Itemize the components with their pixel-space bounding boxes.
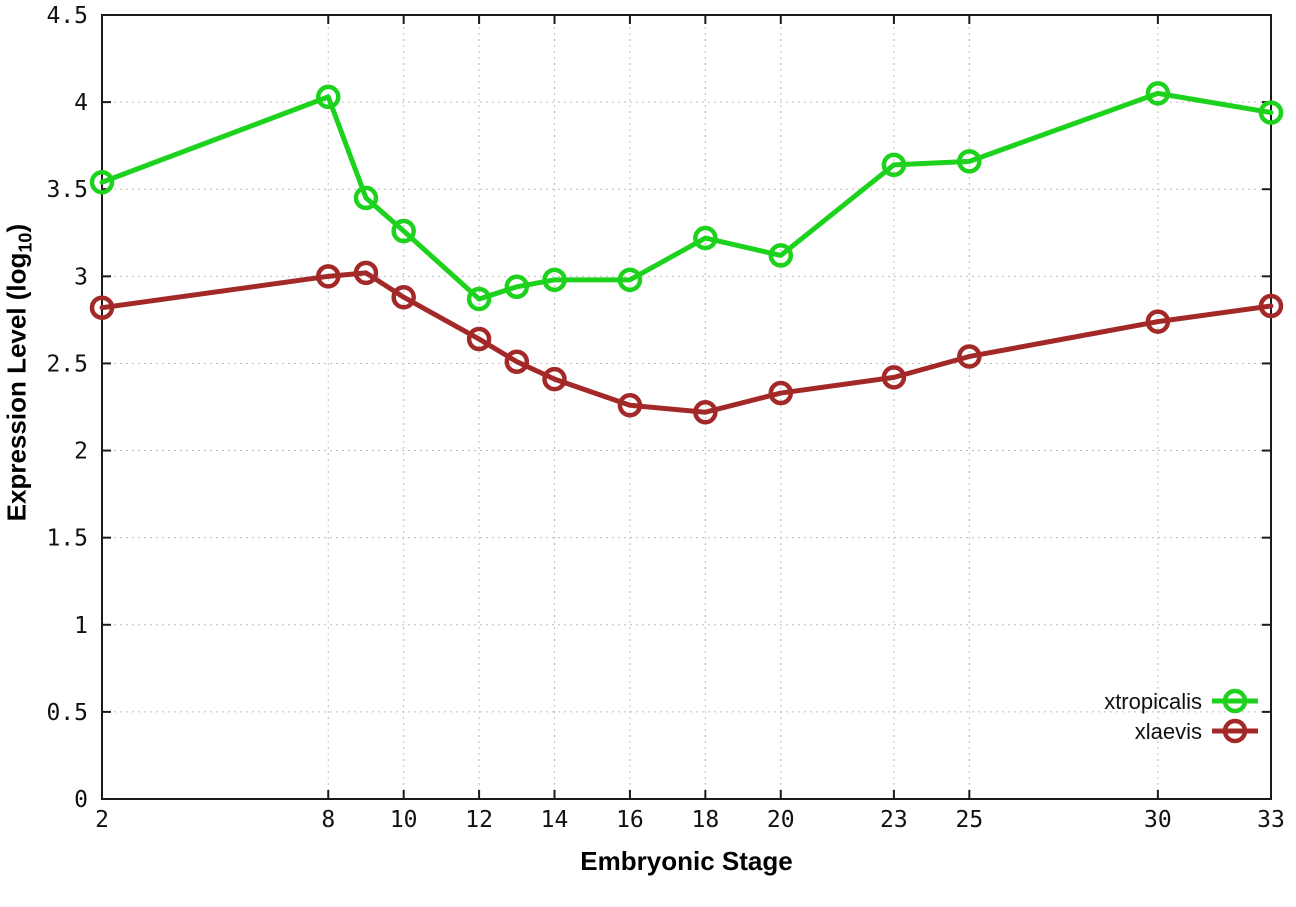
legend-sample-marker-xlaevis [1222, 718, 1248, 744]
y-tick-label: 0.5 [46, 700, 88, 726]
y-axis-title-close: ) [1, 223, 32, 233]
x-tick-label: 2 [95, 807, 109, 833]
data-point-xtropicalis [89, 170, 115, 195]
data-point-xlaevis [89, 295, 115, 320]
data-point-xtropicalis [768, 243, 794, 268]
data-point-xlaevis [881, 365, 907, 390]
y-tick-label: 2 [74, 439, 88, 465]
x-tick-label: 16 [616, 807, 644, 833]
data-point-xtropicalis [881, 152, 907, 178]
data-point-xlaevis [1145, 309, 1171, 334]
data-point-xtropicalis [353, 185, 379, 211]
data-point-xtropicalis [391, 218, 416, 244]
data-point-xtropicalis [316, 84, 341, 110]
data-point-xtropicalis [466, 286, 492, 312]
x-tick-label: 23 [880, 807, 908, 833]
y-tick-label: 1.5 [46, 526, 88, 552]
data-point-xtropicalis [504, 274, 530, 300]
data-point-xlaevis [617, 393, 643, 418]
x-tick-label: 8 [321, 807, 335, 833]
x-tick-label: 10 [390, 807, 418, 833]
x-tick-label: 12 [465, 807, 493, 833]
y-axis-title-main: Expression Level (log [1, 252, 32, 522]
data-point-xtropicalis [693, 225, 718, 251]
y-tick-label: 4 [74, 90, 88, 116]
data-point-xlaevis [957, 344, 982, 369]
y-tick-label: 3.5 [46, 177, 88, 203]
data-point-xlaevis [391, 284, 416, 310]
x-tick-label: 33 [1257, 807, 1285, 833]
series-line-xtropicalis [99, 90, 1274, 302]
data-point-xtropicalis [1258, 100, 1284, 125]
x-axis-title: Embryonic Stage [580, 846, 793, 876]
y-axis-title: Expression Level (log10) [1, 203, 36, 543]
y-tick-label: 4.5 [46, 3, 88, 29]
x-tick-label: 30 [1144, 807, 1172, 833]
y-tick-label: 2.5 [46, 351, 88, 377]
data-point-xtropicalis [1145, 81, 1171, 106]
data-point-xlaevis [316, 264, 341, 289]
legend-label-xlaevis: xlaevis [1135, 719, 1202, 744]
y-axis-title-subscript: 10 [15, 232, 36, 253]
data-point-xtropicalis [617, 267, 643, 293]
x-tick-label: 25 [955, 807, 983, 833]
plot-border [101, 14, 1272, 800]
y-tick-label: 3 [74, 264, 88, 290]
legend-label-xtropicalis: xtropicalis [1104, 689, 1202, 714]
data-point-xlaevis [1258, 293, 1284, 319]
data-point-xtropicalis [542, 267, 567, 293]
series-line-xlaevis [99, 270, 1274, 415]
x-tick-label: 18 [692, 807, 720, 833]
y-tick-label: 1 [74, 613, 88, 639]
data-point-xlaevis [504, 349, 530, 374]
data-point-xlaevis [768, 380, 794, 406]
legend-sample-marker-xtropicalis [1222, 688, 1248, 714]
data-point-xlaevis [353, 260, 379, 286]
x-tick-label: 14 [541, 807, 569, 833]
x-tick-label: 20 [767, 807, 795, 833]
data-point-xlaevis [693, 399, 718, 425]
data-point-xlaevis [542, 366, 567, 392]
y-tick-label: 0 [74, 787, 88, 813]
data-point-xlaevis [466, 326, 492, 352]
data-point-xtropicalis [957, 149, 982, 174]
